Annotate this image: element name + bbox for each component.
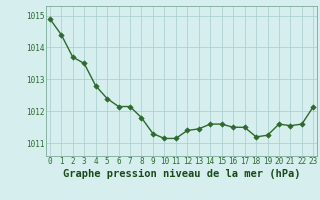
X-axis label: Graphe pression niveau de la mer (hPa): Graphe pression niveau de la mer (hPa) xyxy=(63,169,300,179)
